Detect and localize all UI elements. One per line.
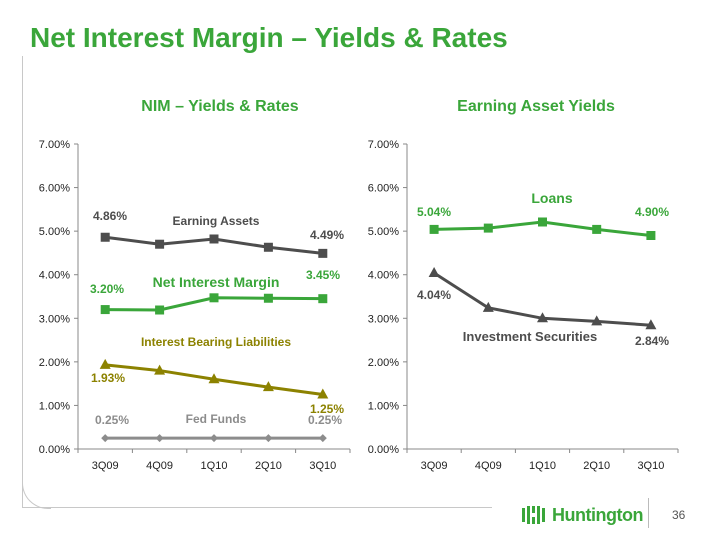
chart1-point-interest-bearing-liabilities	[208, 373, 220, 384]
page-number: 36	[672, 508, 686, 522]
chart1-point-fed-funds	[264, 434, 273, 443]
chart1-point-earning-assets	[100, 232, 110, 242]
chart1-point-earning-assets	[209, 234, 219, 244]
chart2-y-tick-label: 3.00%	[368, 313, 399, 325]
chart1-y-tick-label: 7.00%	[39, 139, 70, 151]
chart2-point-investment-securities	[537, 312, 548, 323]
frame-bottom-line	[22, 507, 492, 508]
chart1-y-tick-label: 3.00%	[39, 313, 70, 325]
chart2-point-investment-securities	[645, 319, 657, 330]
chart1-point-fed-funds	[210, 434, 218, 443]
chart1-point-net-interest-margin	[100, 305, 110, 315]
chart2-y-tick-label: 0.00%	[368, 444, 399, 456]
slide-title: Net Interest Margin – Yields & Rates	[30, 22, 508, 53]
chart2-y-tick-label: 1.00%	[368, 400, 399, 412]
chart1-point-net-interest-margin	[209, 293, 219, 303]
chart2-point-loans	[538, 217, 547, 227]
logo-mark-icon	[522, 506, 545, 524]
chart1-start-label-net-interest-margin: 3.20%	[90, 282, 124, 296]
huntington-logo: Huntington	[522, 504, 643, 526]
chart2-x-tick-label: 1Q10	[529, 460, 556, 472]
chart1-series-name-earning-assets: Earning Assets	[173, 214, 260, 228]
chart-title-earning-asset-yields: Earning Asset Yields	[457, 98, 615, 115]
chart2-x-tick-label: 3Q10	[637, 460, 664, 472]
chart1-point-net-interest-margin	[155, 305, 165, 315]
chart2-point-loans	[592, 224, 602, 234]
chart1-y-tick-label: 5.00%	[39, 226, 70, 238]
chart1-x-tick-label: 3Q09	[92, 460, 119, 472]
chart1-start-label-earning-assets: 4.86%	[93, 209, 127, 223]
chart2-x-tick-label: 2Q10	[583, 460, 610, 472]
chart1-start-label-interest-bearing-liabilities: 1.93%	[91, 371, 125, 385]
chart1-y-tick-label: 1.00%	[39, 400, 70, 412]
chart1-start-label-fed-funds: 0.25%	[95, 413, 129, 427]
chart2-point-loans	[429, 224, 439, 234]
chart1-y-tick-label: 0.00%	[39, 444, 70, 456]
frame-left-line	[22, 56, 23, 508]
logo-text: Huntington	[552, 504, 643, 525]
chart2-point-investment-securities	[591, 315, 603, 326]
logo-divider	[648, 498, 649, 528]
chart1-point-earning-assets	[155, 239, 165, 249]
chart2-y-tick-label: 6.00%	[368, 183, 399, 195]
chart1-y-tick-label: 4.00%	[39, 270, 70, 282]
chart2-point-loans	[483, 223, 493, 233]
chart2-start-label-investment-securities: 4.04%	[417, 288, 451, 302]
chart2-y-tick-label: 7.00%	[368, 139, 399, 151]
chart2-start-label-loans: 5.04%	[417, 205, 451, 219]
chart1-point-interest-bearing-liabilities	[99, 358, 111, 369]
chart1-point-net-interest-margin	[318, 294, 328, 304]
chart1-point-fed-funds	[155, 434, 164, 443]
chart2-y-tick-label: 5.00%	[368, 226, 399, 238]
chart2-point-investment-securities	[428, 266, 440, 277]
chart1-end-label-interest-bearing-liabilities: 1.25%	[310, 402, 344, 416]
chart1-point-interest-bearing-liabilities	[262, 381, 274, 392]
chart1-x-tick-label: 3Q10	[309, 460, 336, 472]
chart2-point-loans	[646, 231, 656, 240]
chart1-y-tick-label: 2.00%	[39, 357, 70, 369]
chart1-x-tick-label: 2Q10	[255, 460, 282, 472]
chart-title-nim: NIM – Yields & Rates	[141, 98, 299, 115]
chart2-x-tick-label: 3Q09	[421, 460, 448, 472]
chart1-x-tick-label: 1Q10	[201, 460, 228, 472]
chart1-point-fed-funds	[318, 434, 327, 443]
chart1-end-label-earning-assets: 4.49%	[310, 228, 344, 242]
chart1-series-name-net-interest-margin: Net Interest Margin	[153, 274, 280, 290]
chart2-series-name-investment-securities: Investment Securities	[463, 329, 597, 344]
chart1-point-fed-funds	[101, 434, 110, 443]
chart2-series-name-loans: Loans	[531, 190, 572, 206]
chart2-point-investment-securities	[482, 301, 494, 312]
chart1-y-tick-label: 6.00%	[39, 183, 70, 195]
chart1-point-earning-assets	[263, 242, 273, 252]
chart1-series-name-interest-bearing-liabilities: Interest Bearing Liabilities	[141, 335, 291, 349]
chart1-point-net-interest-margin	[263, 293, 273, 303]
chart1-x-tick-label: 4Q09	[146, 460, 173, 472]
chart2-y-tick-label: 4.00%	[368, 270, 399, 282]
chart1-point-interest-bearing-liabilities	[154, 364, 166, 375]
chart2-end-label-investment-securities: 2.84%	[635, 334, 669, 348]
chart1-end-label-net-interest-margin: 3.45%	[306, 268, 340, 282]
chart1-point-interest-bearing-liabilities	[317, 388, 329, 399]
chart1-end-label-fed-funds: 0.25%	[308, 413, 342, 427]
chart1-series-name-fed-funds: Fed Funds	[186, 412, 247, 426]
chart2-y-tick-label: 2.00%	[368, 357, 399, 369]
chart2-x-tick-label: 4Q09	[475, 460, 502, 472]
chart2-end-label-loans: 4.90%	[635, 205, 669, 219]
chart1-point-earning-assets	[318, 248, 328, 258]
